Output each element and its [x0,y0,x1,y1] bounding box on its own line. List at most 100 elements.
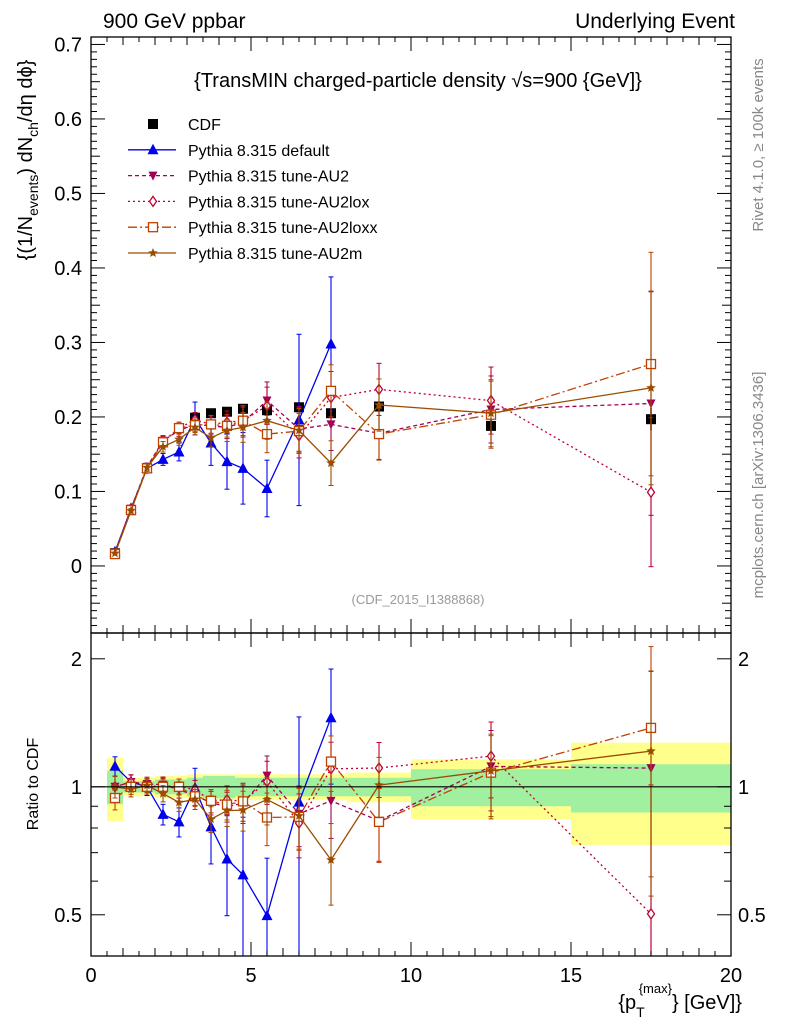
data-point [486,408,496,418]
y-tick-label: 0.5 [54,183,82,205]
legend-entry: Pythia 8.315 tune-AU2loxx [128,220,377,237]
x-tick-label: 5 [245,965,256,987]
x-label-sub: T [636,1004,645,1020]
data-point [325,337,337,349]
data-point [126,505,136,515]
ratio-point [173,815,185,827]
ratio-point [326,854,336,864]
ratio-point [126,784,136,794]
legend-entry: Pythia 8.315 tune-AU2m [128,246,362,263]
y-label-part: {(1/N [15,216,37,260]
ratio-point [237,868,249,880]
ratio-point [374,780,384,790]
y-label-sub: ch [25,122,41,137]
ratio-tick-label: 1 [71,777,82,799]
mcplots-label: mcplots.cern.ch [arXiv:1306.3436] [750,372,767,599]
ratio-tick-label: 2 [71,649,82,671]
y-tick-label: 0 [71,556,82,578]
legend-marker [148,195,158,208]
data-point [374,400,384,410]
data-point [206,408,216,419]
x-tick-label: 0 [85,965,96,987]
ratio-tick-label-right: 1 [738,777,749,799]
ratio-point [238,805,248,815]
ratio-axis-label: Ratio to CDF [25,738,42,831]
ratio-point [326,796,336,806]
legend-label: Pythia 8.315 tune-AU2 [188,169,349,186]
y-tick-label: 0.4 [54,258,82,280]
x-tick-label: 20 [720,965,742,987]
legend-entry: CDF [148,117,221,134]
data-point [325,385,337,397]
legend-marker [147,143,159,155]
data-point [238,422,248,432]
data-point [173,445,185,457]
y-label-part: /dη dϕ} [15,59,37,122]
legend: CDF Pythia 8.315 default Pythia 8.315 tune… [128,117,377,263]
legend-label: Pythia 8.315 tune-AU2lox [188,194,369,211]
ratio-point [206,814,216,824]
series-line [114,388,652,554]
legend-marker [148,119,158,129]
legend-label: Pythia 8.315 tune-AU2m [188,246,362,263]
data-point [237,462,249,473]
uncertainty-bands [107,742,731,845]
ratio-point [142,780,152,790]
data-point [262,415,272,425]
data-point [205,419,217,430]
ratio-point [221,853,233,864]
ratio-point [174,797,184,807]
axes: 0 5 10 15 20 0 0.1 0.2 0.3 0.4 0.5 0.6 0.7 0.5 0.5 1 1 2 2 [54,34,766,987]
x-label-part: } [GeV]} [672,992,742,1014]
ratio-line [114,755,652,915]
ratio-tick-label: 0.5 [54,905,82,927]
rivet-label: Rivet 4.1.0, ≥ 100k events [750,58,767,231]
data-point [158,441,168,451]
data-point [173,422,185,434]
ratio-point [109,760,121,771]
x-axis-label: {pT {max}} [GeV]} [618,981,742,1020]
analysis-watermark: (CDF_2015_I1388868) [352,592,485,607]
ratio-point [486,765,496,775]
ratio-tick-label-right: 2 [738,649,749,671]
y-axis-label: {(1/Nevents) dNch/dη dϕ} [15,59,41,260]
data-point [261,482,273,493]
data-point [174,434,184,444]
y-tick-label: 0.6 [54,109,82,131]
x-label-part: {p [618,992,636,1014]
series-main-3 [110,362,656,568]
data-point [142,462,152,472]
data-point [222,425,232,435]
legend-entry: Pythia 8.315 default [128,143,330,160]
legend-label: CDF [188,117,221,134]
data-point [157,453,169,464]
y-label-part: ) dN [15,137,37,175]
ratio-tick-label-right: 0.5 [738,905,766,927]
ratio-point [261,909,273,921]
x-tick-label: 10 [400,965,422,987]
y-tick-label: 0.2 [54,407,82,429]
data-point [110,548,120,558]
legend-marker [147,222,159,233]
ratio-point [205,795,217,806]
data-point [190,422,200,432]
ratio-band-group [107,742,731,845]
ratio-point [373,816,385,828]
ratio-point [294,810,304,820]
data-point [294,425,304,435]
y-tick-label: 0.1 [54,481,82,503]
data-point [646,382,656,392]
data-point [206,432,216,442]
ratio-line [114,765,652,822]
legend-label: Pythia 8.315 tune-AU2loxx [188,220,377,237]
legend-marker [148,171,158,181]
legend-entry: Pythia 8.315 tune-AU2 [128,169,349,186]
ratio-point [646,746,656,756]
legend-marker [148,248,158,257]
data-point [221,455,233,467]
ratio-point [190,794,200,804]
main-frame [90,36,732,634]
legend-entry: Pythia 8.315 tune-AU2lox [128,194,369,211]
ratio-point [325,756,337,767]
